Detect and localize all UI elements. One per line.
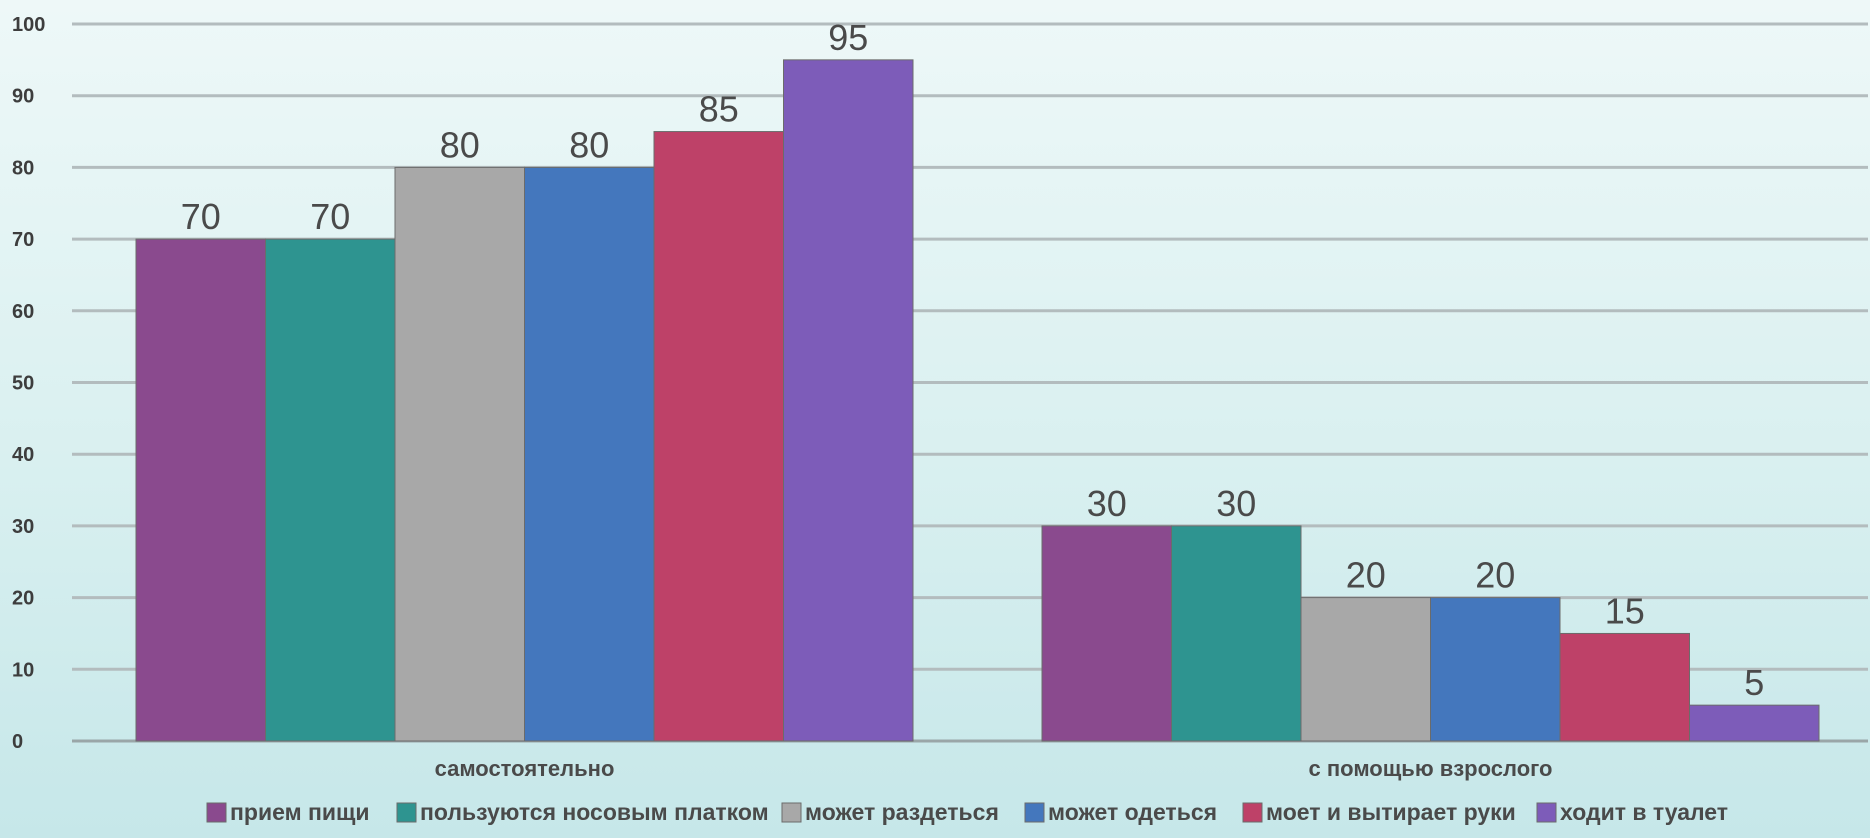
legend-swatch <box>396 802 417 823</box>
bar <box>783 59 914 742</box>
legend: прием пищи пользуются носовым платком може… <box>206 799 1728 825</box>
legend-item: ходит в туалет <box>1536 799 1728 825</box>
y-tick-label: 80 <box>12 157 34 179</box>
y-tick-label: 40 <box>12 444 34 466</box>
legend-label: может раздеться <box>805 799 999 825</box>
y-tick-label: 30 <box>12 516 34 538</box>
legend-label: пользуются носовым платком <box>420 799 769 825</box>
y-tick-label: 70 <box>12 229 34 251</box>
y-tick-label: 90 <box>12 86 34 108</box>
y-tick-label: 20 <box>12 588 34 610</box>
bar <box>1689 704 1820 742</box>
data-labels: 70 70 80 80 85 95 30 30 20 20 15 5 <box>181 17 1765 703</box>
bar <box>394 166 525 742</box>
legend-swatch <box>1024 802 1045 823</box>
bar <box>265 238 396 742</box>
x-category-label: самостоятельно <box>435 756 615 781</box>
y-axis: 0 10 20 30 40 50 60 70 80 90 100 <box>12 14 45 753</box>
legend-swatch <box>206 802 227 823</box>
data-label: 80 <box>440 124 480 165</box>
data-label: 20 <box>1475 555 1515 596</box>
legend-item: может раздеться <box>781 799 999 825</box>
bar <box>1041 525 1172 742</box>
data-label: 30 <box>1216 483 1256 524</box>
x-axis: самостоятельно с помощью взрослого <box>435 756 1553 781</box>
bar <box>1171 525 1302 742</box>
bars <box>135 59 1820 742</box>
legend-label: прием пищи <box>230 799 370 825</box>
data-label: 15 <box>1605 590 1645 631</box>
legend-swatch <box>1536 802 1557 823</box>
bar <box>135 238 266 742</box>
y-tick-label: 10 <box>12 659 34 681</box>
legend-swatch <box>1242 802 1263 823</box>
legend-item: моет и вытирает руки <box>1242 799 1516 825</box>
legend-item: прием пищи <box>206 799 370 825</box>
legend-item: может одеться <box>1024 799 1217 825</box>
data-label: 70 <box>181 196 221 237</box>
legend-label: ходит в туалет <box>1560 799 1728 825</box>
y-tick-label: 50 <box>12 373 34 395</box>
bar <box>653 131 784 742</box>
bar <box>1559 632 1690 742</box>
data-label: 5 <box>1744 662 1764 703</box>
data-label: 20 <box>1346 555 1386 596</box>
legend-swatch <box>781 802 802 823</box>
bar <box>1300 597 1431 742</box>
data-label: 30 <box>1087 483 1127 524</box>
data-label: 95 <box>828 17 868 58</box>
y-tick-label: 0 <box>12 731 23 753</box>
legend-label: моет и вытирает руки <box>1266 799 1516 825</box>
bar <box>1430 597 1561 742</box>
data-label: 85 <box>699 89 739 130</box>
legend-item: пользуются носовым платком <box>396 799 769 825</box>
y-tick-label: 100 <box>12 14 45 36</box>
bar <box>524 166 655 742</box>
data-label: 80 <box>569 124 609 165</box>
data-label: 70 <box>310 196 350 237</box>
y-tick-label: 60 <box>12 301 34 323</box>
legend-label: может одеться <box>1048 799 1217 825</box>
x-category-label: с помощью взрослого <box>1309 756 1553 781</box>
